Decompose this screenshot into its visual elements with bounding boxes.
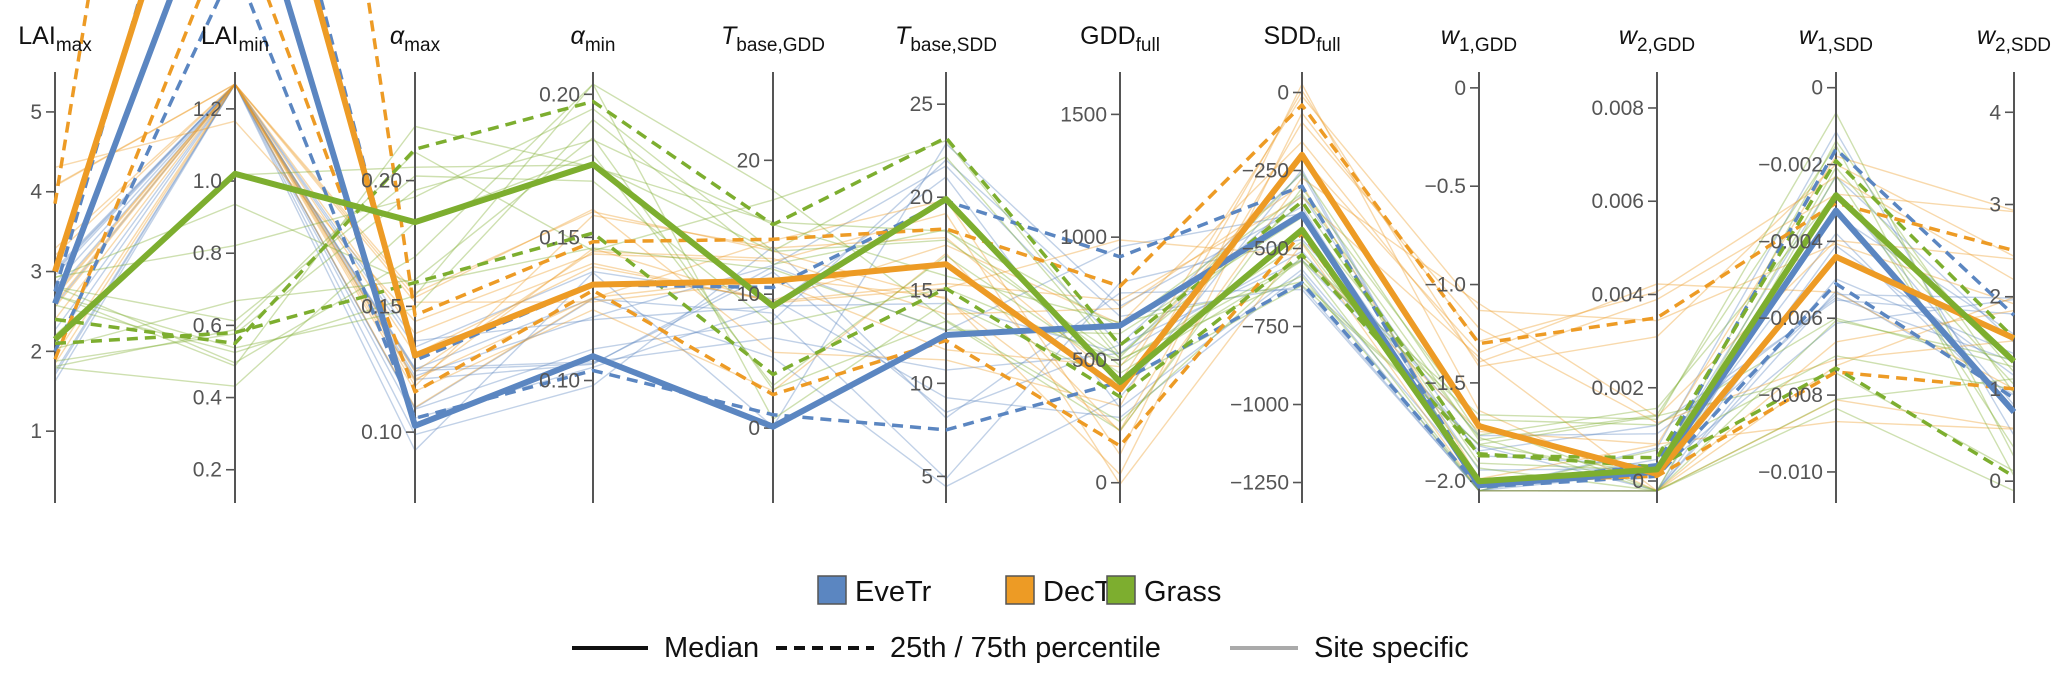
tick-label: 10 xyxy=(737,283,760,306)
axis-title-w1GDD: w1,GDD xyxy=(1441,22,1517,56)
tick-label: −2.0 xyxy=(1425,470,1466,493)
tick-label: 0.002 xyxy=(1591,377,1644,400)
axis-title-TbaseGDD: Tbase,GDD xyxy=(721,22,825,56)
tick-label: −0.002 xyxy=(1758,154,1823,177)
site-line xyxy=(54,83,2015,408)
grass-median-line xyxy=(52,161,2017,485)
axis-title-w1SDD: w1,SDD xyxy=(1799,22,1873,56)
tick-label: 0.006 xyxy=(1591,190,1644,213)
tick-label: 0 xyxy=(1095,472,1107,495)
dectr-median-line xyxy=(52,0,2016,477)
tick-label: 0 xyxy=(748,417,760,440)
site-line xyxy=(54,82,2015,492)
tick-label: 1.0 xyxy=(193,170,222,193)
tick-label: 0.20 xyxy=(361,170,402,193)
tick-label: −1.5 xyxy=(1425,372,1466,395)
statistic-lines xyxy=(52,0,2017,489)
axis-title-w2SDD: w2,SDD xyxy=(1977,22,2051,56)
tick-label: 0.2 xyxy=(193,459,222,482)
tick-label: −1250 xyxy=(1230,472,1289,495)
axis-title-amax: αmax xyxy=(390,22,441,56)
tick-label: 20 xyxy=(910,186,933,209)
tick-label: 4 xyxy=(1989,101,2001,124)
tick-label: 0.10 xyxy=(539,370,580,393)
tick-label: −0.004 xyxy=(1758,230,1823,253)
axis-title-w2GDD: w2,GDD xyxy=(1619,22,1695,56)
site-line xyxy=(54,82,2015,492)
tick-label: 0.10 xyxy=(361,421,402,444)
site-line xyxy=(54,118,2015,492)
tick-label: 15 xyxy=(910,279,933,302)
tick-label: 5 xyxy=(30,101,42,124)
legend-swatch-dectr xyxy=(1005,575,1035,605)
legend-label-thin: Site specific xyxy=(1314,632,1469,664)
tick-label: 1.2 xyxy=(193,98,222,121)
tick-label: 0 xyxy=(1454,77,1466,100)
tick-label: 3 xyxy=(30,261,42,284)
axis-title-LAImax: LAImax xyxy=(18,22,92,56)
tick-label: 0 xyxy=(1811,77,1823,100)
site-specific-lines xyxy=(54,82,2015,492)
tick-label: 0.6 xyxy=(193,314,222,337)
tick-label: 0 xyxy=(1632,470,1644,493)
tick-label: −250 xyxy=(1242,159,1289,182)
tick-label: 1000 xyxy=(1060,226,1107,249)
tick-label: 500 xyxy=(1072,349,1107,372)
tick-label: 5 xyxy=(921,465,933,488)
legend-label-evetr: EveTr xyxy=(855,576,932,608)
site-line xyxy=(54,83,2015,458)
legend-label-grass: Grass xyxy=(1144,576,1221,608)
axis-title-LAImin: LAImin xyxy=(201,22,269,56)
tick-label: 20 xyxy=(737,149,760,172)
tick-label: −1.0 xyxy=(1425,274,1466,297)
tick-label: 0.4 xyxy=(193,387,223,410)
tick-label: 2 xyxy=(30,340,42,363)
legend-label-solid: Median xyxy=(664,632,759,664)
tick-label: 0.8 xyxy=(193,242,222,265)
tick-label: −500 xyxy=(1242,237,1289,260)
tick-label: 10 xyxy=(910,372,933,395)
tick-label: −0.5 xyxy=(1425,175,1466,198)
evetr-p25-line xyxy=(53,0,2015,489)
site-line xyxy=(54,125,2015,477)
tick-label: 1500 xyxy=(1060,103,1107,126)
tick-label: −0.008 xyxy=(1758,384,1823,407)
axis-title-TbaseSDD: Tbase,SDD xyxy=(895,22,997,56)
site-line xyxy=(54,164,2015,436)
legend-label-dashed: 25th / 75th percentile xyxy=(890,632,1161,664)
tick-label: 0.15 xyxy=(361,295,402,318)
axis-title-GDDfull: GDDfull xyxy=(1080,22,1160,56)
dectr-p75-line xyxy=(53,0,2015,346)
axis-title-SDDfull: SDDfull xyxy=(1263,22,1340,56)
tick-label: 0.008 xyxy=(1591,97,1644,120)
legend-swatch-evetr xyxy=(817,575,847,605)
site-line xyxy=(54,83,2015,390)
site-line xyxy=(54,82,2015,388)
tick-label: 4 xyxy=(30,181,42,204)
tick-label: −750 xyxy=(1242,316,1289,339)
tick-label: 0.20 xyxy=(539,83,580,106)
tick-label: 25 xyxy=(910,93,933,116)
dectr-p25-line xyxy=(53,0,2015,483)
tick-label: 0.15 xyxy=(539,226,580,249)
legend-swatch-grass xyxy=(1106,575,1136,605)
site-line xyxy=(54,120,2015,492)
tick-label: −0.006 xyxy=(1758,307,1823,330)
tick-label: 0 xyxy=(1277,81,1289,104)
axis-labels: 1 2 3 4 5 LAImax 0.2 0.4 0.6 0.8 1.0 1.2 LAImin 0.10 0… xyxy=(18,22,2051,495)
grass-p75-line xyxy=(54,99,2016,460)
site-line xyxy=(54,139,2015,476)
tick-label: 2 xyxy=(1989,286,2001,309)
tick-label: 1 xyxy=(1989,378,2001,401)
tick-label: 0 xyxy=(1989,470,2001,493)
tick-label: 1 xyxy=(30,420,42,443)
tick-label: 0.004 xyxy=(1591,283,1644,306)
tick-label: −0.010 xyxy=(1758,461,1823,484)
tick-label: −1000 xyxy=(1230,394,1289,417)
site-line xyxy=(54,82,2015,480)
axis-title-amin: αmin xyxy=(571,22,616,56)
tick-label: 3 xyxy=(1989,194,2001,217)
